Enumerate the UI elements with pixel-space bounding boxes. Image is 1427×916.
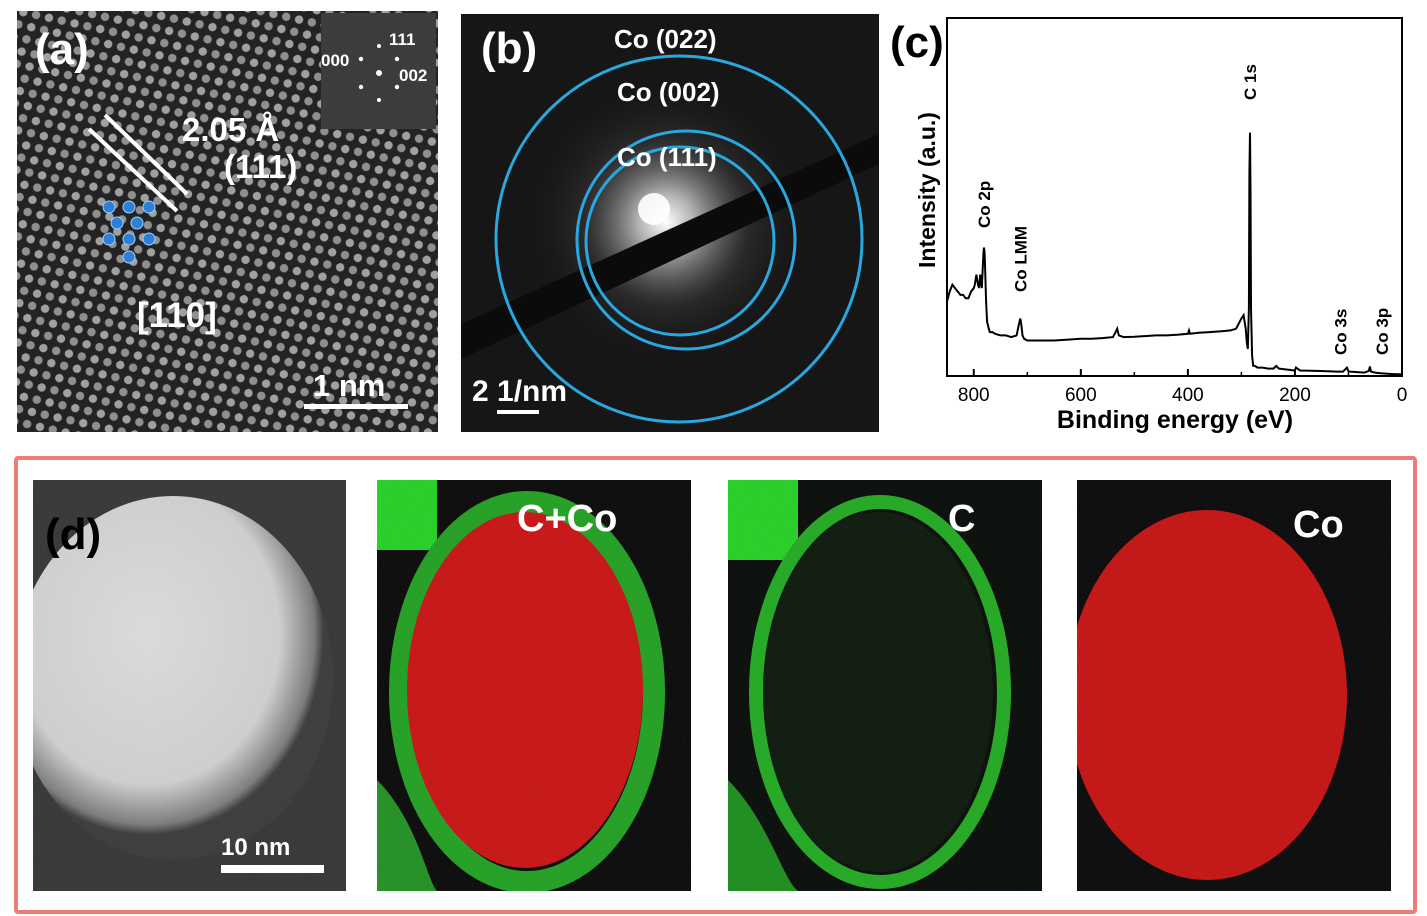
hrtem-lattice-image: 000 111 002: [17, 11, 438, 432]
ring-label-111: Co (111): [617, 142, 717, 172]
saed-pattern: [461, 14, 879, 432]
fringe-line-1: [87, 127, 179, 213]
scale-bar-d: [221, 865, 324, 873]
x-tick-label: 400: [1172, 385, 1204, 406]
map-label-co: Co: [1293, 504, 1344, 546]
peak-annotation: Co 3s: [1331, 309, 1350, 355]
beam-stopper: [461, 134, 879, 359]
peak-annotation: Co LMM: [1011, 226, 1030, 292]
panel-a-label: (a): [35, 25, 89, 74]
panel-d-label: (d): [45, 510, 102, 559]
fringe-line-2: [103, 113, 189, 196]
ring-label-022: Co (022): [614, 24, 717, 54]
scale-bar-b: [497, 410, 539, 414]
map-label-c: C: [948, 498, 976, 540]
panel-b-label: (b): [481, 24, 538, 73]
peak-annotation: Co 2p: [975, 181, 994, 228]
panel-d-haadf: (d) 10 nm: [33, 480, 346, 891]
eds-carbon-image: [728, 480, 1042, 891]
x-tick-label: 600: [1065, 385, 1097, 406]
map-label-c-co: C+Co: [517, 498, 618, 540]
eds-cobalt-image: [1077, 480, 1391, 891]
xps-chart: 800 600 400 200 0 Binding energy (eV) Intens…: [914, 17, 1408, 434]
panel-c-label: (c): [890, 18, 944, 67]
eds-overlay-image: [377, 480, 691, 891]
ring-022: [494, 54, 864, 424]
eds-map-co: Co: [1077, 480, 1391, 891]
eds-map-c: C: [728, 480, 1042, 891]
panel-b-saed: (b) Co (022) Co (002) Co (111) 2 1/nm: [461, 14, 879, 432]
fft-label-111: 111: [389, 30, 416, 49]
xps-series-line: [946, 132, 1402, 376]
fft-label-002: 002: [399, 66, 427, 85]
x-tick-label: 0: [1397, 385, 1408, 406]
peak-annotation: C 1s: [1241, 64, 1260, 100]
scale-bar-a: [304, 404, 408, 409]
fft-label-000: 000: [321, 51, 349, 70]
x-tick-label: 800: [958, 385, 990, 406]
x-tick-label: 200: [1279, 385, 1311, 406]
atom-model-icon: [102, 200, 156, 264]
ring-111: [584, 145, 776, 337]
d-spacing-label: 2.05 Å: [182, 111, 280, 148]
ring-002: [575, 129, 797, 351]
plot-frame: [946, 17, 1403, 377]
eds-map-c-co: C+Co: [377, 480, 691, 891]
haadf-image: [33, 480, 346, 891]
x-axis-label: Binding energy (eV): [1057, 406, 1293, 434]
zone-axis-label: [110]: [137, 296, 217, 335]
panel-d-frame: [14, 456, 1417, 914]
plane-label: (111): [224, 148, 298, 185]
scale-bar-label-a: 1 nm: [313, 368, 386, 403]
fft-inset: 000 111 002: [321, 13, 436, 129]
peak-annotation: Co 3p: [1373, 308, 1392, 355]
scale-bar-label-b: 2 1/nm: [472, 375, 568, 408]
scale-bar-label-d: 10 nm: [221, 834, 291, 861]
ring-label-002: Co (002): [617, 77, 720, 107]
panel-c-xps: 800 600 400 200 0 Binding energy (eV) Intens…: [880, 0, 1427, 440]
y-axis-label: Intensity (a.u.): [914, 112, 940, 268]
panel-a-hrtem: 000 111 002 (a) 2.05 Å (111) [110] 1 nm: [17, 11, 438, 432]
